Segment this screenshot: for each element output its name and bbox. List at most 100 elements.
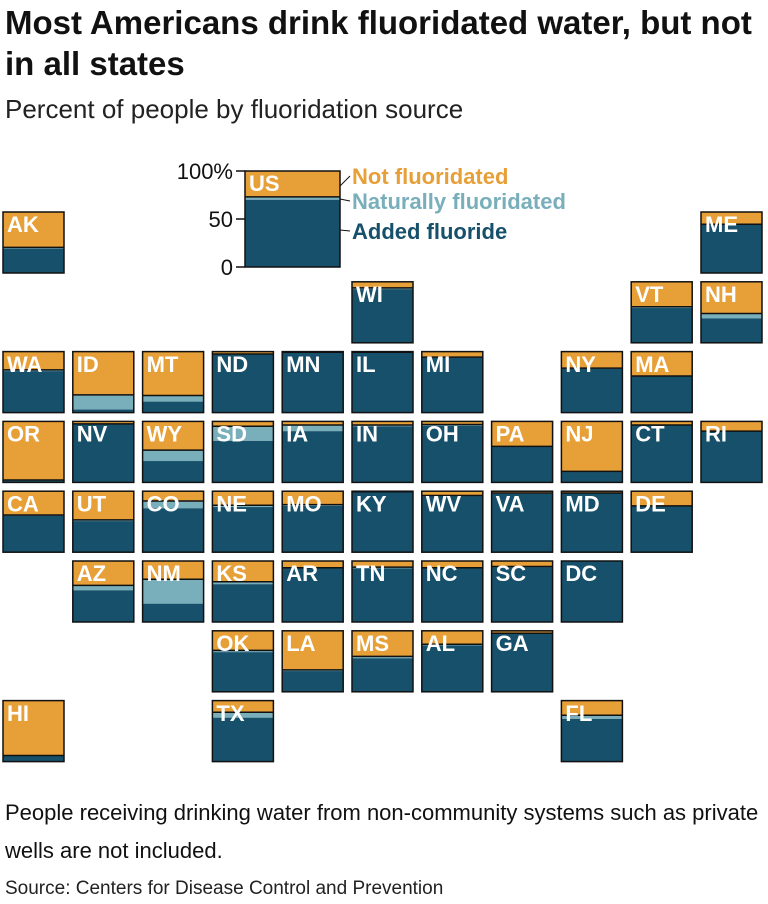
state-sc-outline [490, 560, 554, 623]
state-wv-not-fluoridated-segment [421, 491, 483, 496]
state-ga-not-fluoridated-segment [491, 630, 553, 634]
state-mo-outline [281, 490, 344, 553]
state-hi-not-fluoridated-segment [3, 700, 64, 756]
state-ne-not-fluoridated-segment [212, 491, 274, 506]
state-wy-naturally-fluoridated-segment [142, 450, 204, 462]
state-mi-label: MI [426, 352, 450, 377]
state-ky-tile: KY [351, 490, 414, 553]
state-al-label: AL [426, 631, 455, 656]
state-nm-naturally-fluoridated-segment [142, 579, 204, 604]
state-sd-added-fluoride-segment [212, 440, 274, 483]
state-ok-added-fluoride-segment [212, 652, 274, 692]
state-nh-not-fluoridated-segment [701, 281, 762, 314]
state-id-not-fluoridated-segment [72, 351, 134, 395]
state-ca-label: CA [7, 491, 39, 516]
state-al-not-fluoridated-segment [421, 630, 483, 645]
state-ma-not-fluoridated-segment [631, 351, 693, 376]
state-md-not-fluoridated-segment [561, 491, 623, 494]
legend-not-fluoridated: Not fluoridated [352, 164, 508, 189]
state-wa-not-fluoridated-segment [3, 351, 64, 370]
state-ak-outline [2, 211, 65, 274]
state-il-added-fluoride-segment [352, 352, 413, 413]
y-tick-label: 100% [177, 159, 233, 184]
state-ar-outline [281, 560, 344, 623]
state-ne-outline [211, 490, 275, 553]
state-dc-label: DC [565, 561, 597, 586]
state-tn-outline [351, 560, 414, 623]
state-mi-outline [421, 350, 484, 414]
state-mt-tile: MT [141, 350, 205, 414]
state-nd-tile: ND [211, 350, 275, 414]
state-ok-label: OK [216, 631, 249, 656]
state-va-added-fluoride-segment [491, 493, 553, 553]
state-sc-label: SC [496, 561, 527, 586]
us-legend-group: 100% 50 0 US Not fluoridated Naturally f… [177, 159, 566, 280]
state-dc-added-fluoride-segment [561, 561, 623, 622]
state-mi-not-fluoridated-segment [421, 351, 483, 358]
state-ar-label: AR [286, 561, 318, 586]
state-ak-label: AK [7, 212, 39, 237]
state-ga-added-fluoride-segment [491, 633, 553, 692]
state-ri-not-fluoridated-segment [701, 421, 762, 432]
chart-title: Most Americans drink fluoridated water, … [5, 4, 752, 82]
state-nm-label: NM [147, 561, 181, 586]
state-az-label: AZ [77, 561, 106, 586]
state-ia-tile: IA [281, 420, 344, 484]
state-ct-added-fluoride-segment [631, 425, 693, 483]
state-mt-not-fluoridated-segment [142, 351, 204, 396]
state-wy-outline [141, 420, 205, 484]
state-tn-not-fluoridated-segment [352, 561, 413, 568]
state-ok-not-fluoridated-segment [212, 630, 274, 651]
state-nh-label: NH [705, 282, 737, 307]
state-id-label: ID [77, 352, 99, 377]
state-ne-tile: NE [211, 490, 275, 553]
state-tx-added-fluoride-segment [212, 717, 274, 762]
state-wv-added-fluoride-segment [421, 496, 483, 553]
state-sd-outline [211, 420, 275, 484]
state-in-label: IN [356, 422, 378, 447]
state-ut-tile: UT [72, 490, 135, 553]
state-nc-outline [421, 560, 484, 623]
state-pa-label: PA [496, 422, 525, 447]
state-mo-label: MO [286, 491, 321, 516]
state-wa-outline [2, 350, 65, 414]
state-wv-outline [421, 490, 484, 553]
state-oh-outline [421, 420, 484, 484]
state-or-label: OR [7, 422, 40, 447]
state-il-tile: IL [351, 350, 414, 414]
state-nd-not-fluoridated-segment [212, 351, 274, 355]
state-fl-naturally-fluoridated-segment [561, 715, 623, 719]
state-ct-not-fluoridated-segment [631, 421, 693, 426]
state-ok-tile: OK [211, 630, 275, 693]
state-ok-naturally-fluoridated-segment [212, 650, 274, 653]
state-va-outline [490, 490, 554, 553]
state-nj-tile: NJ [560, 420, 624, 484]
state-md-label: MD [565, 491, 599, 516]
state-md-added-fluoride-segment [561, 493, 623, 553]
state-ma-outline [630, 350, 693, 414]
state-pa-not-fluoridated-segment [491, 421, 553, 447]
state-fl-tile: FL [560, 699, 624, 763]
state-mt-label: MT [147, 352, 179, 377]
state-oh-added-fluoride-segment [421, 425, 483, 483]
state-ny-label: NY [565, 352, 596, 377]
state-ks-tile: KS [211, 560, 275, 623]
state-ri-outline [700, 420, 763, 484]
state-mo-not-fluoridated-segment [282, 491, 344, 505]
state-nv-label: NV [77, 422, 108, 447]
state-ms-added-fluoride-segment [352, 658, 413, 692]
y-tick-label: 0 [221, 255, 233, 280]
state-wa-label: WA [7, 352, 43, 377]
state-nm-not-fluoridated-segment [142, 561, 204, 580]
state-wv-label: WV [426, 491, 462, 516]
state-ut-not-fluoridated-segment [72, 491, 134, 520]
state-ks-naturally-fluoridated-segment [212, 581, 274, 585]
state-me-label: ME [705, 212, 738, 237]
state-fl-outline [560, 699, 624, 763]
us-added-fluoride-segment [245, 199, 340, 267]
state-ga-tile: GA [490, 630, 554, 693]
state-nc-added-fluoride-segment [421, 568, 483, 622]
state-co-outline [141, 490, 205, 553]
state-or-tile: OR [2, 420, 65, 484]
state-mn-label: MN [286, 352, 320, 377]
